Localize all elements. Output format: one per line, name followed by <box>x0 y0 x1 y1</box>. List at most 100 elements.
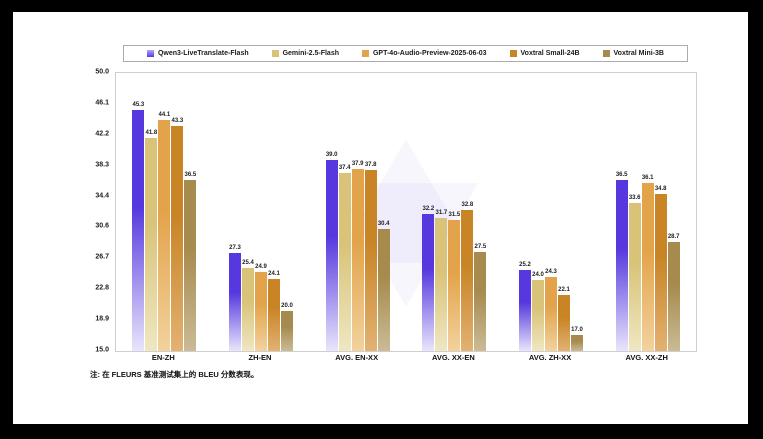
x-category-label: AVG. ZH-XX <box>528 353 572 362</box>
bar: 34.8 <box>654 186 667 351</box>
bar-slot: 28.7 <box>667 73 680 351</box>
y-tick-label: 38.3 <box>95 161 109 169</box>
bar-value-label: 37.4 <box>338 165 351 172</box>
bar-value-label: 24.1 <box>268 270 280 277</box>
bar-slot: 17.0 <box>571 73 584 351</box>
bar: 31.5 <box>448 212 461 351</box>
bar-slot: 31.5 <box>448 73 461 351</box>
bar-value-label: 31.5 <box>448 211 461 218</box>
bar-slot: 32.2 <box>422 73 435 351</box>
bar-slot: 22.1 <box>558 73 571 351</box>
bar-value-label: 44.1 <box>158 111 171 118</box>
bar-slot: 43.3 <box>171 73 184 351</box>
bar: 33.6 <box>628 195 641 351</box>
legend-label: Qwen3-LiveTranslate-Flash <box>157 50 249 57</box>
bar-slot: 37.4 <box>338 73 351 351</box>
bar-slot: 34.8 <box>654 73 667 351</box>
bar-value-label: 34.8 <box>654 185 667 192</box>
bar-slot: 36.1 <box>641 73 654 351</box>
bar-slot: 27.3 <box>229 73 241 351</box>
y-tick-label: 22.8 <box>95 284 109 292</box>
y-tick-label: 46.1 <box>95 99 109 107</box>
legend-label: Voxtral Mini-3B <box>613 50 664 57</box>
x-category-label: AVG. EN-XX <box>335 353 379 362</box>
bar-slot: 24.3 <box>545 73 558 351</box>
bar-slot: 36.5 <box>184 73 197 351</box>
bar: 32.8 <box>461 202 474 351</box>
bar-slot: 41.8 <box>145 73 158 351</box>
bar-value-label: 32.2 <box>422 206 435 213</box>
bar: 39.0 <box>325 152 338 351</box>
bar-slot: 25.4 <box>242 73 254 351</box>
bar-slot: 37.8 <box>364 73 377 351</box>
bar: 24.3 <box>545 269 558 351</box>
footnote: 注: 在 FLEURS 基准测试集上的 BLEU 分数表现。 <box>90 370 259 379</box>
bar-value-label: 24.3 <box>545 269 557 276</box>
legend-item: Voxtral Mini-3B <box>602 50 664 57</box>
bar: 43.3 <box>171 118 184 351</box>
bar: 27.3 <box>229 245 241 351</box>
bar-value-label: 37.8 <box>364 161 377 168</box>
bar: 44.1 <box>158 112 171 351</box>
bar: 20.0 <box>281 303 293 351</box>
bar-value-label: 27.3 <box>229 245 241 252</box>
bar-value-label: 36.5 <box>615 172 628 179</box>
legend-swatch-icon <box>146 50 154 57</box>
bar-slot: 30.4 <box>377 73 390 351</box>
legend-item: Gemini-2.5-Flash <box>271 50 339 57</box>
bar-group: 27.3 25.4 24.9 24.1 20.0 <box>213 73 310 351</box>
x-category-label: AVG. XX-EN <box>431 353 475 362</box>
y-tick-label: 15.0 <box>95 346 109 354</box>
y-tick-label: 18.9 <box>95 315 109 323</box>
legend-label: GPT-4o-Audio-Preview-2025-06-03 <box>372 50 487 57</box>
y-tick-label: 42.2 <box>95 130 109 138</box>
bar: 36.1 <box>641 175 654 351</box>
plot-area: 45.3 41.8 44.1 43.3 36.5 27.3 25.4 24.9 24.1 20.0… <box>115 72 697 352</box>
bar: 24.9 <box>255 264 267 351</box>
bar-slot: 25.2 <box>519 73 532 351</box>
bar-slot: 33.6 <box>628 73 641 351</box>
chart-panel: Qwen3-LiveTranslate-Flash Gemini-2.5-Flas… <box>13 12 748 424</box>
bar-group: 32.2 31.7 31.5 32.8 27.5 <box>406 73 503 351</box>
legend-label: Gemini-2.5-Flash <box>282 50 339 57</box>
bar-value-label: 39.0 <box>325 152 338 159</box>
bar-group: 39.0 37.4 37.9 37.8 30.4 <box>309 73 406 351</box>
bar-value-label: 24.9 <box>255 264 267 271</box>
bar: 17.0 <box>571 327 584 351</box>
bar: 32.2 <box>422 206 435 351</box>
bar: 30.4 <box>377 221 390 351</box>
bar-value-label: 32.8 <box>461 201 474 208</box>
bar: 41.8 <box>145 130 158 351</box>
bar-value-label: 17.0 <box>571 327 583 334</box>
x-category-label: AVG. XX-ZH <box>625 353 668 362</box>
bar: 22.1 <box>558 287 571 351</box>
bar-value-label: 37.9 <box>351 161 364 168</box>
x-category-label: ZH-EN <box>248 353 272 362</box>
bar-value-label: 43.3 <box>171 118 184 125</box>
bar-slot: 24.9 <box>255 73 267 351</box>
bar-slot: 24.0 <box>532 73 545 351</box>
bar: 45.3 <box>132 102 145 351</box>
bar-slot: 39.0 <box>325 73 338 351</box>
legend-label: Voxtral Small-24B <box>520 50 580 57</box>
bar-value-label: 41.8 <box>145 130 158 137</box>
bar: 36.5 <box>184 172 197 351</box>
x-category-label: EN-ZH <box>151 353 175 362</box>
y-tick-label: 30.6 <box>95 222 109 230</box>
bar-value-label: 45.3 <box>132 102 145 109</box>
bar: 24.1 <box>268 271 280 351</box>
y-axis: 50.0 46.1 42.2 38.3 34.4 30.6 26.7 22.8 18.9 15.0 <box>51 69 109 354</box>
y-tick-label: 26.7 <box>95 253 109 261</box>
bar-value-label: 28.7 <box>667 234 680 241</box>
y-tick-label: 34.4 <box>95 192 109 200</box>
bar-value-label: 25.2 <box>519 261 531 268</box>
bar: 36.5 <box>615 172 628 351</box>
legend-swatch-icon <box>361 50 369 57</box>
legend-item: Voxtral Small-24B <box>509 50 580 57</box>
bar-value-label: 27.5 <box>474 243 487 250</box>
legend-item: Qwen3-LiveTranslate-Flash <box>146 50 249 57</box>
bar-slot: 27.5 <box>474 73 487 351</box>
bar-value-label: 36.5 <box>184 172 197 179</box>
legend-swatch-icon <box>271 50 279 57</box>
bar: 25.2 <box>519 262 532 351</box>
